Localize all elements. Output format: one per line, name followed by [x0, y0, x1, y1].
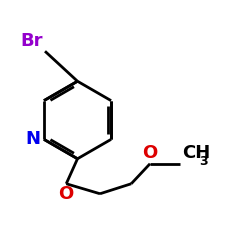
Text: 3: 3	[199, 155, 207, 168]
Text: CH: CH	[182, 144, 210, 162]
Text: Br: Br	[20, 32, 42, 50]
Text: O: O	[58, 185, 74, 203]
Text: N: N	[25, 130, 40, 148]
Text: O: O	[142, 144, 158, 162]
